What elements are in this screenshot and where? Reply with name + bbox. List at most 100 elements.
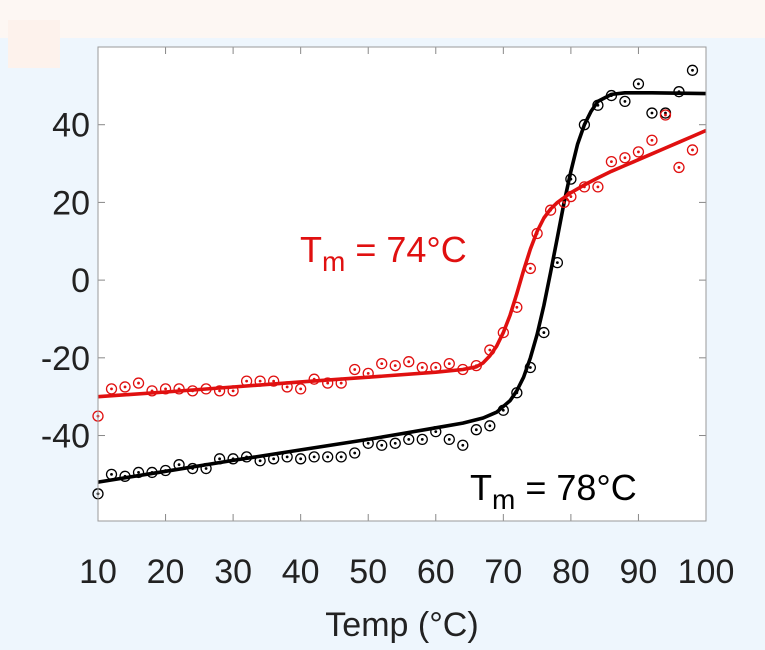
marker-dot (434, 430, 438, 434)
data-point-black (376, 439, 388, 451)
marker-ring (349, 363, 361, 376)
marker-dot (637, 82, 640, 86)
data-point-black (632, 78, 645, 90)
marker-dot (650, 138, 654, 142)
marker-dot (393, 441, 397, 445)
marker-ring (457, 439, 469, 451)
tm-red-sub: m (322, 246, 345, 277)
tm-black-sub: m (492, 484, 515, 515)
tm-red-main: T (300, 229, 322, 270)
marker-dot (474, 428, 478, 432)
marker-ring (646, 134, 658, 146)
data-point-red (686, 144, 699, 156)
marker-dot (434, 366, 438, 369)
x-tick-label-90: 90 (620, 553, 658, 591)
marker-dot (164, 387, 167, 391)
data-point-black (403, 433, 415, 446)
tm-annotation-red: Tm = 74°C (300, 229, 467, 277)
fit-line-black (97, 91, 707, 484)
marker-dot (137, 471, 140, 474)
data-point-red (349, 363, 361, 376)
y-tick-label-minus-40: -40 (41, 418, 90, 456)
marker-dot (299, 457, 303, 461)
marker-dot (366, 371, 370, 375)
tm-black-main: T (470, 467, 492, 508)
data-point-red (592, 181, 604, 193)
marker-dot (623, 99, 627, 103)
marker-ring (619, 152, 631, 164)
marker-ring (376, 357, 388, 370)
x-tick-label-30: 30 (214, 553, 252, 591)
marker-dot (339, 381, 343, 385)
data-point-red (403, 356, 415, 368)
y-axis-ticks: 40 20 0 -20 -40 (41, 107, 90, 456)
data-point-red (673, 161, 685, 174)
marker-dot (137, 381, 140, 385)
marker-dot (285, 385, 289, 389)
marker-ring (443, 357, 455, 370)
marker-ring (416, 433, 428, 446)
top-corner-box (8, 20, 60, 68)
data-point-black (335, 451, 347, 463)
marker-dot (691, 68, 694, 72)
marker-ring (295, 383, 307, 395)
x-tick-label-80: 80 (552, 553, 590, 591)
data-point-red (605, 155, 618, 168)
data-point-black (349, 447, 361, 459)
series-black (92, 64, 707, 500)
marker-dot (501, 408, 505, 412)
data-point-black (443, 433, 455, 446)
marker-dot (312, 455, 316, 459)
data-point-black (322, 451, 334, 463)
data-point-black (389, 437, 401, 449)
marker-ring (308, 451, 320, 463)
data-point-black (619, 95, 631, 108)
marker-ring (389, 437, 401, 449)
marker-dot (691, 148, 694, 152)
marker-dot (339, 455, 343, 459)
marker-dot (272, 457, 276, 461)
marker-dot (677, 166, 681, 169)
x-tick-label-10: 10 (79, 553, 117, 591)
marker-dot (272, 379, 276, 383)
marker-dot (528, 366, 532, 369)
marker-ring (376, 439, 388, 451)
marker-dot (515, 305, 519, 309)
x-tick-label-100: 100 (678, 553, 735, 591)
marker-ring (267, 375, 280, 387)
marker-dot (569, 195, 573, 198)
data-point-black (646, 107, 658, 119)
marker-ring (632, 146, 645, 158)
marker-ring (619, 95, 631, 108)
marker-dot (366, 441, 370, 445)
marker-ring (686, 144, 699, 156)
marker-dot (664, 111, 667, 115)
data-point-red (322, 377, 334, 389)
y-tick-label-20: 20 (52, 184, 90, 222)
marker-dot (299, 387, 303, 391)
data-point-red (119, 381, 131, 393)
marker-ring (159, 383, 172, 395)
data-point-red (295, 383, 307, 395)
marker-dot (542, 331, 546, 334)
marker-ring (349, 447, 361, 459)
data-point-red (632, 146, 645, 158)
data-point-red (105, 383, 118, 395)
data-point-red (267, 375, 280, 387)
x-axis-title: Temp (°C) (325, 606, 478, 644)
marker-dot (664, 113, 667, 117)
plot-background (98, 47, 706, 521)
marker-ring (646, 107, 658, 119)
marker-ring (389, 359, 401, 372)
marker-ring (322, 451, 334, 463)
series-red (92, 109, 707, 422)
marker-dot (110, 387, 113, 391)
plot-frame (97, 46, 707, 522)
marker-dot (258, 379, 262, 383)
marker-dot (562, 201, 566, 204)
data-point-black (484, 420, 496, 432)
marker-dot (407, 438, 411, 441)
marker-ring (403, 433, 415, 446)
